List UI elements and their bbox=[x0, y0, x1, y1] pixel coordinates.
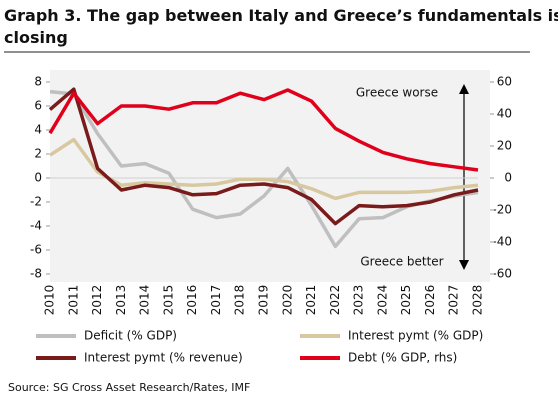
x-tick-label: 2027 bbox=[447, 285, 461, 316]
legend-label: Interest pymt (% GDP) bbox=[348, 329, 483, 343]
y-tick-label: -2 bbox=[30, 195, 42, 209]
legend-label: Interest pymt (% revenue) bbox=[84, 351, 243, 365]
legend-label: Debt (% GDP, rhs) bbox=[348, 351, 457, 365]
plot-panel bbox=[50, 70, 490, 282]
series-line bbox=[48, 88, 479, 172]
y2-tick-label: -40 bbox=[492, 235, 512, 249]
source: Source: SG Cross Asset Research/Rates, I… bbox=[8, 381, 250, 394]
x-tick-label: 2012 bbox=[90, 285, 104, 316]
x-tick-label: 2021 bbox=[304, 285, 318, 316]
y2-tick-label: 60 bbox=[497, 75, 512, 89]
arrow-head bbox=[459, 84, 469, 94]
series-line bbox=[48, 87, 479, 226]
x-tick-label: 2022 bbox=[328, 285, 342, 316]
x-tick-label: 2011 bbox=[66, 285, 80, 316]
annotation: Greece worse bbox=[356, 86, 438, 100]
x-tick-label: 2018 bbox=[233, 285, 247, 316]
y-tick-label: 8 bbox=[34, 75, 42, 89]
y-tick-label: 0 bbox=[34, 171, 42, 185]
x-tick-label: 2024 bbox=[375, 285, 389, 316]
y-tick-label: -4 bbox=[30, 219, 42, 233]
series-line bbox=[49, 137, 479, 201]
y2-tick-label: 40 bbox=[497, 107, 512, 121]
x-tick-label: 2020 bbox=[280, 285, 294, 316]
y-tick-label: -8 bbox=[30, 267, 42, 281]
x-tick-label: 2014 bbox=[138, 285, 152, 316]
y-tick-label: 4 bbox=[34, 123, 42, 137]
x-tick-label: 2019 bbox=[257, 285, 271, 316]
x-tick-label: 2023 bbox=[352, 285, 366, 316]
annotation: Greece better bbox=[360, 255, 443, 269]
legend-label: Deficit (% GDP) bbox=[84, 329, 177, 343]
x-tick-label: 2016 bbox=[185, 285, 199, 316]
y2-tick-label: -60 bbox=[492, 267, 512, 281]
y-tick-label: 2 bbox=[34, 147, 42, 161]
y2-tick-label: 20 bbox=[497, 139, 512, 153]
chart-title: Graph 3. The gap between Italy and Greec… bbox=[4, 6, 558, 47]
x-tick-label: 2028 bbox=[471, 285, 485, 316]
x-tick-label: 2017 bbox=[209, 285, 223, 316]
x-tick-label: 2026 bbox=[423, 285, 437, 316]
y-tick-label: 6 bbox=[34, 99, 42, 113]
x-tick-label: 2010 bbox=[43, 285, 57, 316]
y2-tick-label: 0 bbox=[504, 171, 512, 185]
arrow-head bbox=[459, 260, 469, 270]
x-tick-label: 2025 bbox=[399, 285, 413, 316]
y2-tick-label: -20 bbox=[492, 203, 512, 217]
x-tick-label: 2015 bbox=[161, 285, 175, 316]
y-tick-label: -6 bbox=[30, 243, 42, 257]
x-tick-label: 2013 bbox=[114, 285, 128, 316]
